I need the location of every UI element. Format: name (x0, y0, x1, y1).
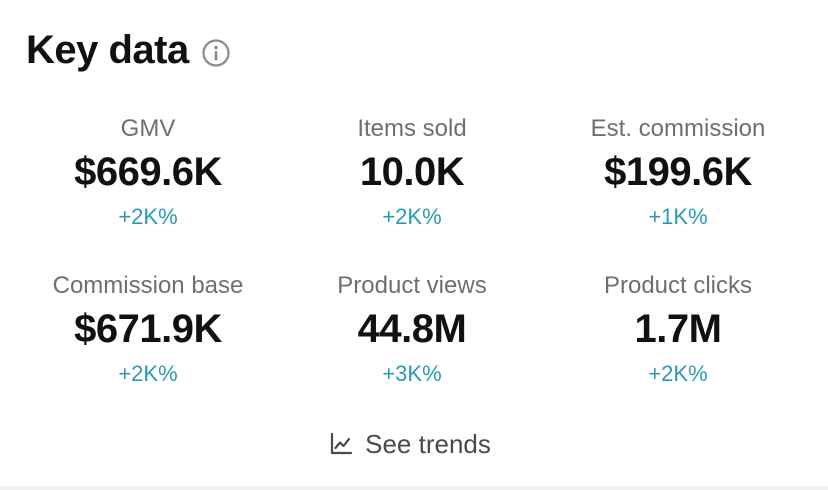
metric-change: +2K% (118, 204, 178, 229)
line-chart-icon (329, 432, 353, 456)
metric-label: Items sold (357, 115, 467, 142)
see-trends-button[interactable]: See trends (0, 424, 828, 464)
card-header: Key data (26, 28, 231, 73)
metric-items-sold: Items sold 10.0K +2K% (296, 112, 528, 269)
see-trends-label: See trends (365, 429, 491, 459)
metric-product-clicks: Product clicks 1.7M +2K% (528, 269, 828, 426)
metric-label: Product clicks (603, 272, 753, 299)
bottom-divider (0, 486, 828, 490)
metric-value: $199.6K (604, 150, 752, 194)
metric-change: +2K% (648, 361, 708, 386)
metric-value: 1.7M (634, 307, 722, 351)
metric-label: Product views (337, 272, 487, 299)
metric-label: Est. commission (590, 115, 766, 142)
metric-value: 44.8M (357, 307, 467, 351)
metric-label: GMV (120, 115, 176, 142)
metric-est-commission: Est. commission $199.6K +1K% (528, 112, 828, 269)
metric-change: +2K% (382, 204, 442, 229)
metric-commission-base: Commission base $671.9K +2K% (0, 269, 296, 426)
metric-change: +3K% (382, 361, 442, 386)
metric-value: 10.0K (359, 150, 465, 194)
metric-value: $669.6K (74, 150, 222, 194)
info-circle-icon[interactable] (201, 38, 231, 68)
metric-gmv: GMV $669.6K +2K% (0, 112, 296, 269)
card-title: Key data (26, 28, 189, 72)
metric-change: +1K% (648, 204, 708, 229)
metric-label: Commission base (52, 272, 244, 299)
metric-value: $671.9K (74, 307, 222, 351)
metric-change: +2K% (118, 361, 178, 386)
metric-product-views: Product views 44.8M +3K% (296, 269, 528, 426)
metrics-grid: GMV $669.6K +2K% Items sold 10.0K +2K% E… (0, 112, 828, 426)
